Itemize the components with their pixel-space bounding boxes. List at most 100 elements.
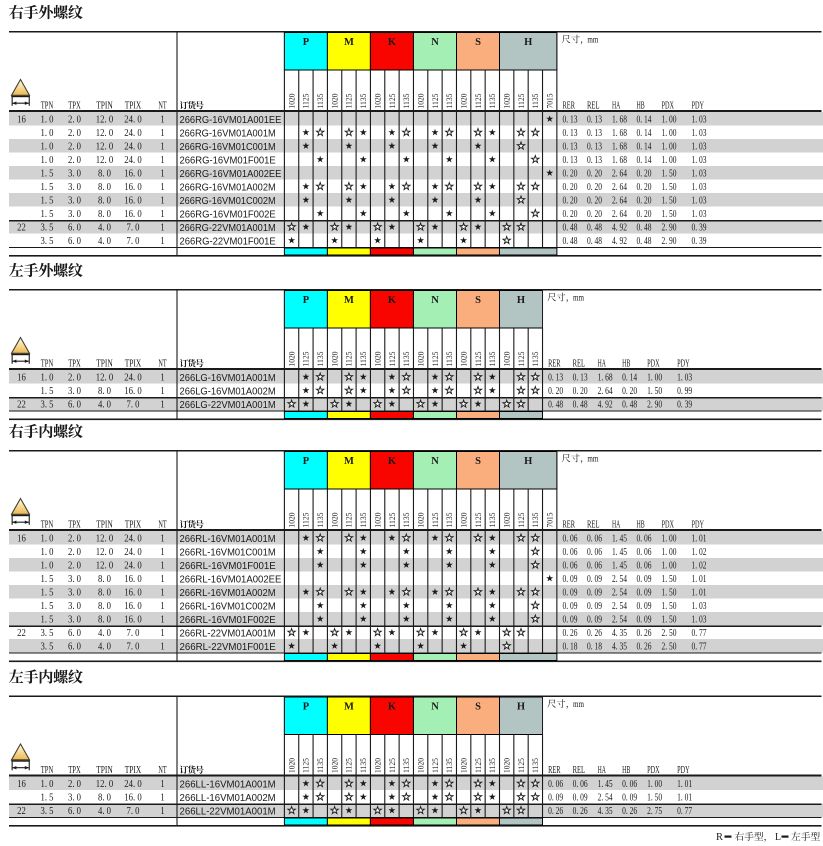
svg-text:0. 13: 0. 13 [587,114,602,125]
svg-text:1. 0: 1. 0 [41,533,54,544]
svg-text:2. 0: 2. 0 [68,547,81,558]
svg-text:1135: 1135 [359,758,368,773]
svg-text:TPIX: TPIX [125,359,142,370]
svg-text:3. 5: 3. 5 [41,399,54,410]
svg-text:266RL-22VM01A001M: 266RL-22VM01A001M [180,627,276,639]
svg-text:HB: HB [622,359,630,370]
svg-text:1. 50: 1. 50 [662,614,677,625]
svg-text:266RL-16VM01C001M: 266RL-16VM01C001M [180,546,276,558]
svg-text:0. 13: 0. 13 [563,128,578,139]
svg-text:1125: 1125 [517,94,526,109]
svg-text:1. 5: 1. 5 [41,601,54,612]
svg-text:2. 0: 2. 0 [68,114,81,125]
svg-text:1135: 1135 [359,513,368,528]
svg-text:mm: mm [573,700,584,710]
svg-text:16. 0: 16. 0 [124,574,141,585]
svg-text:PDY: PDY [677,359,690,370]
svg-text:M: M [344,701,354,712]
svg-text:3. 0: 3. 0 [68,601,81,612]
svg-text:4. 0: 4. 0 [98,236,111,247]
svg-text:3. 0: 3. 0 [68,792,81,803]
svg-text:266LL-16VM01A002M: 266LL-16VM01A002M [180,792,276,804]
svg-text:2. 64: 2. 64 [612,209,627,220]
svg-text:1. 68: 1. 68 [612,128,627,139]
svg-text:1. 68: 1. 68 [598,372,613,383]
svg-text:0. 09: 0. 09 [563,601,578,612]
svg-text:3. 0: 3. 0 [68,587,81,598]
svg-text:1. 0: 1. 0 [41,128,54,139]
svg-text:1: 1 [160,587,164,598]
svg-text:1020: 1020 [503,352,512,367]
svg-text:0. 18: 0. 18 [587,641,602,652]
svg-text:PDY: PDY [692,520,705,531]
svg-text:0. 09: 0. 09 [587,574,602,585]
svg-text:8. 0: 8. 0 [98,614,111,625]
svg-text:1020: 1020 [373,352,382,367]
svg-text:12. 0: 12. 0 [96,533,113,544]
svg-text:S: S [475,37,481,48]
svg-text:P: P [303,37,310,48]
svg-text:M: M [344,37,354,48]
svg-text:22: 22 [17,806,26,817]
svg-text:266RL-16VM01A001M: 266RL-16VM01A001M [180,533,276,545]
svg-text:0. 48: 0. 48 [563,236,578,247]
svg-text:1. 00: 1. 00 [662,533,677,544]
svg-text:0. 99: 0. 99 [677,386,692,397]
svg-text:3. 0: 3. 0 [68,386,81,397]
svg-text:H: H [524,37,532,48]
svg-text:12. 0: 12. 0 [96,372,113,383]
svg-text:1135: 1135 [531,513,540,528]
svg-text:1. 00: 1. 00 [647,779,662,790]
svg-text:7015: 7015 [546,513,555,528]
svg-text:1. 0: 1. 0 [41,372,54,383]
svg-text:8. 0: 8. 0 [98,386,111,397]
svg-text:M: M [344,295,354,306]
svg-text:TPX: TPX [68,765,81,776]
svg-text:1125: 1125 [431,352,440,367]
svg-text:1. 0: 1. 0 [41,155,54,166]
svg-text:1: 1 [160,386,164,397]
svg-text:2. 0: 2. 0 [68,779,81,790]
svg-text:6. 0: 6. 0 [68,628,81,639]
svg-text:0. 06: 0. 06 [637,547,652,558]
svg-text:1. 45: 1. 45 [598,779,613,790]
svg-text:S: S [475,456,481,467]
svg-text:1135: 1135 [488,94,497,109]
svg-text:1. 00: 1. 00 [662,547,677,558]
svg-text:0. 39: 0. 39 [692,222,707,233]
svg-text:2. 54: 2. 54 [612,587,627,598]
svg-text:4. 0: 4. 0 [98,628,111,639]
svg-text:266RG-16VM01A001M: 266RG-16VM01A001M [180,127,276,139]
svg-text:0. 26: 0. 26 [573,806,588,817]
svg-text:16: 16 [17,372,26,383]
svg-text:1. 50: 1. 50 [647,792,662,803]
svg-text:0. 13: 0. 13 [587,128,602,139]
svg-text:0. 20: 0. 20 [622,386,637,397]
svg-text:0. 20: 0. 20 [637,168,652,179]
svg-text:TPIX: TPIX [125,520,142,531]
svg-text:1: 1 [160,168,164,179]
svg-text:M: M [344,456,354,467]
svg-text:8. 0: 8. 0 [98,587,111,598]
svg-text:1125: 1125 [517,758,526,773]
svg-text:HA: HA [598,359,607,370]
svg-text:1020: 1020 [373,758,382,773]
svg-text:2. 64: 2. 64 [612,182,627,193]
svg-text:1: 1 [160,792,164,803]
svg-text:1125: 1125 [388,513,397,528]
svg-text:0. 20: 0. 20 [548,386,563,397]
svg-text:1125: 1125 [517,352,526,367]
svg-text:TPN: TPN [41,101,54,112]
svg-text:0. 39: 0. 39 [677,399,692,410]
svg-text:1. 03: 1. 03 [692,195,707,206]
svg-text:RER: RER [563,101,576,112]
svg-text:TPIX: TPIX [125,101,142,112]
svg-text:1. 03: 1. 03 [692,182,707,193]
svg-text:REL: REL [587,520,600,531]
svg-text:0. 13: 0. 13 [563,155,578,166]
svg-text:NT: NT [158,765,166,776]
svg-text:24. 0: 24. 0 [124,533,141,544]
svg-text:1. 5: 1. 5 [41,209,54,220]
svg-text:8. 0: 8. 0 [98,168,111,179]
svg-text:1020: 1020 [416,758,425,773]
